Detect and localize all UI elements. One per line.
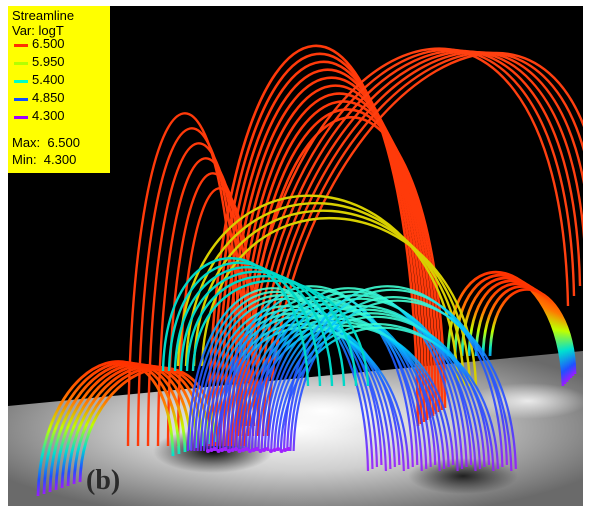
footpoint <box>283 448 287 452</box>
field-line <box>270 312 486 468</box>
field-line <box>200 216 478 387</box>
field-line <box>256 51 583 437</box>
footpoint <box>230 448 235 452</box>
field-line <box>206 44 420 447</box>
field-line <box>286 288 508 466</box>
field-line-loops <box>36 44 583 497</box>
field-line <box>261 51 583 437</box>
footpoint <box>286 447 291 451</box>
footpoint <box>265 447 270 451</box>
footpoint <box>248 449 252 453</box>
field-line <box>196 297 383 466</box>
legend-swatch <box>14 98 28 101</box>
field-line <box>161 257 310 387</box>
field-line <box>282 285 504 468</box>
legend-swatch <box>14 44 28 47</box>
legend-title: Streamline <box>12 8 75 23</box>
field-line <box>266 308 482 470</box>
footpoint <box>213 447 217 451</box>
field-line <box>210 52 423 447</box>
field-line <box>250 287 459 472</box>
footpoint <box>223 447 228 451</box>
footpoint <box>237 449 242 453</box>
field-line <box>460 276 569 383</box>
field-line <box>54 362 193 491</box>
footpoint <box>255 447 259 451</box>
field-line <box>446 270 565 387</box>
footpoint <box>241 448 245 452</box>
surface-dark-spot <box>408 458 518 494</box>
field-line <box>263 305 477 472</box>
legend-variable: Var: logT <box>12 23 64 38</box>
field-line <box>276 323 495 472</box>
footpoint <box>206 449 210 453</box>
field-line <box>166 172 256 447</box>
legend-tick-label: 4.300 <box>32 108 65 123</box>
field-line <box>190 290 374 470</box>
field-line <box>185 274 358 387</box>
field-line <box>48 362 187 493</box>
colorbar-legend: Streamline Var: logT 6.500 5.950 5.400 4… <box>8 6 110 173</box>
field-line <box>467 279 571 381</box>
field-line <box>218 285 414 468</box>
field-line <box>260 297 473 466</box>
legend-swatch <box>14 116 28 119</box>
field-line <box>488 288 577 375</box>
field-line <box>481 285 575 377</box>
field-line <box>192 209 472 387</box>
field-line <box>173 266 334 387</box>
field-line <box>238 108 444 447</box>
legend-tick-label: 4.850 <box>32 90 65 105</box>
field-line <box>234 100 441 447</box>
field-line <box>184 201 466 387</box>
field-line <box>42 361 181 495</box>
footpoint <box>209 448 214 452</box>
visualization-canvas <box>8 6 583 506</box>
field-line <box>474 282 573 379</box>
footpoint <box>258 449 263 453</box>
field-line <box>176 194 460 387</box>
footpoint <box>262 448 266 452</box>
streamline-scene <box>8 44 583 506</box>
footpoint <box>272 448 277 452</box>
field-line <box>222 288 419 466</box>
footpoint <box>276 447 280 451</box>
legend-tick-label: 5.950 <box>32 54 65 69</box>
field-line <box>191 279 370 387</box>
field-line <box>167 261 322 387</box>
legend-max: Max: 6.500 <box>12 135 80 150</box>
field-line <box>273 315 491 466</box>
footpoint <box>234 447 238 451</box>
legend-swatch <box>14 62 28 65</box>
surface-bright-spot <box>468 383 583 419</box>
footpoint <box>244 447 249 451</box>
field-line <box>156 157 252 447</box>
field-line <box>186 287 370 472</box>
footpoint <box>220 448 224 452</box>
footpoint <box>216 449 221 453</box>
field-line <box>146 142 248 447</box>
legend-swatch <box>14 80 28 83</box>
legend-tick-label: 6.500 <box>32 36 65 51</box>
legend-tick-label: 5.400 <box>32 72 65 87</box>
legend-min: Min: 4.300 <box>12 152 77 167</box>
footpoint <box>279 449 284 453</box>
footpoint <box>251 448 256 452</box>
field-line <box>179 270 346 387</box>
field-line <box>236 47 570 437</box>
field-line <box>60 363 199 489</box>
footpoint <box>269 449 273 453</box>
field-line <box>289 296 513 472</box>
field-line <box>36 360 175 497</box>
field-line <box>78 366 217 483</box>
panel-label: (b) <box>86 465 121 496</box>
footpoint <box>227 449 231 453</box>
field-line <box>126 112 240 447</box>
